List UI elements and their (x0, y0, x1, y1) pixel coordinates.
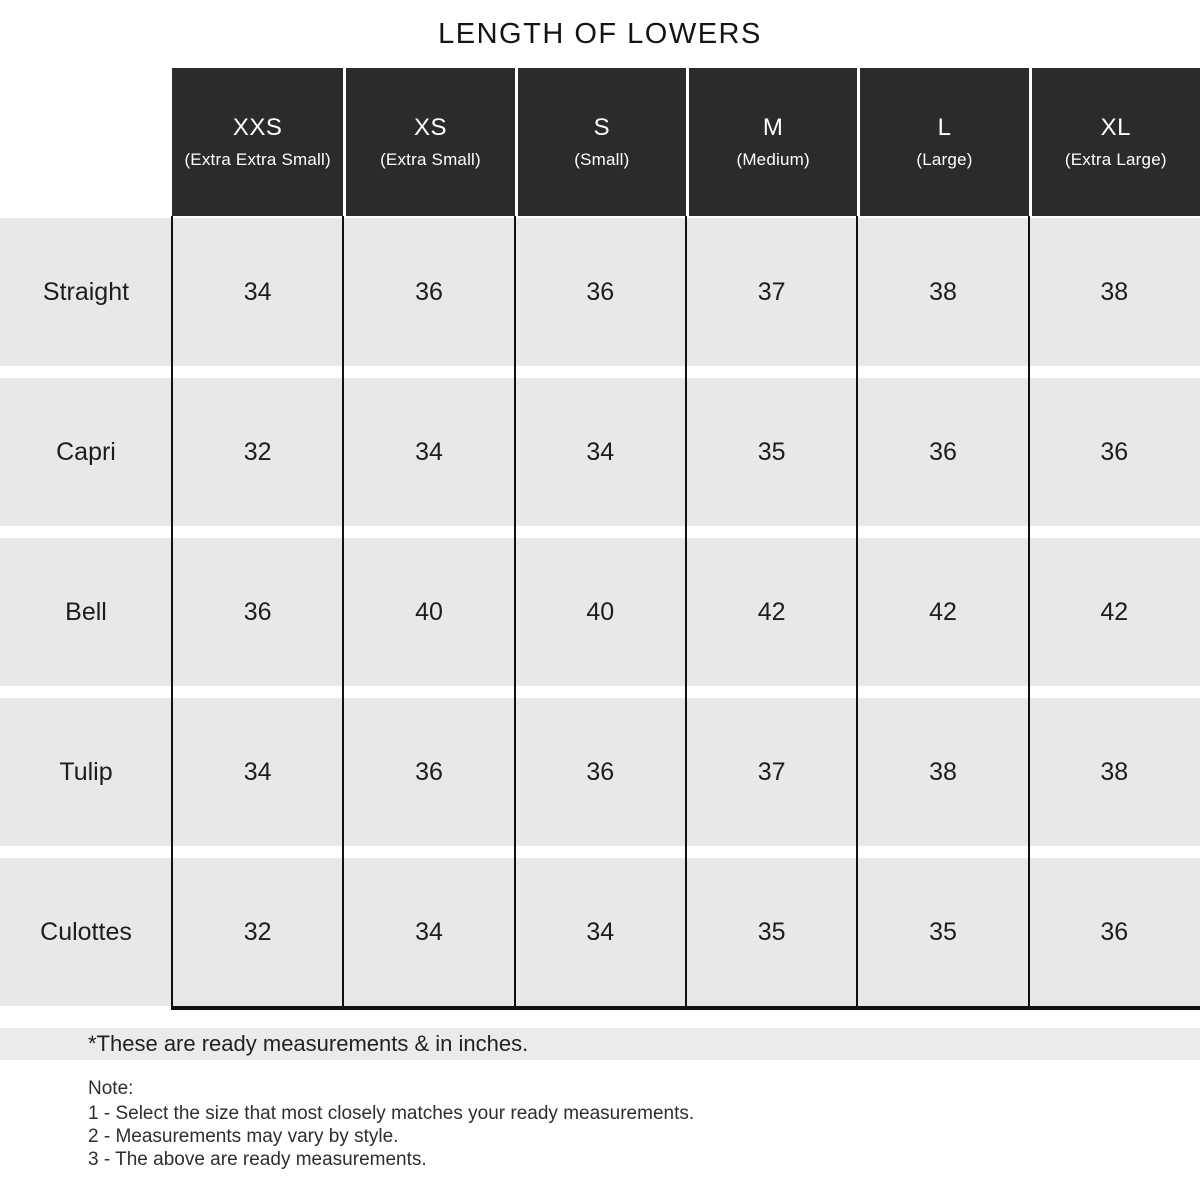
note-item-3: 3 - The above are ready measurements. (88, 1149, 427, 1170)
size-value-cell: 36 (1028, 858, 1200, 1006)
column-header-xl: XL (Extra Large) (1028, 68, 1200, 216)
size-value-cell: 36 (857, 378, 1029, 526)
header-size-label: S (593, 114, 611, 141)
size-value-cell: 42 (685, 538, 858, 686)
size-value-cell: 34 (172, 698, 344, 846)
table-row-bell: Bell 36 40 40 42 42 42 (0, 538, 1200, 686)
size-value-cell: 36 (343, 698, 515, 846)
note-heading: Note: (88, 1078, 134, 1099)
table-bottom-border (172, 1006, 1200, 1010)
size-value-cell: 36 (172, 538, 344, 686)
size-value-cell: 38 (857, 218, 1029, 366)
column-header-xxs: XXS (Extra Extra Small) (172, 68, 344, 216)
footnote-text: *These are ready measurements & in inche… (88, 1031, 529, 1056)
row-label: Straight (0, 218, 172, 366)
size-value-cell: 34 (172, 218, 344, 366)
column-header-l: L (Large) (857, 68, 1029, 216)
header-size-fullname: (Extra Large) (1064, 150, 1167, 169)
size-value-cell: 36 (343, 218, 515, 366)
column-header-s: S (Small) (514, 68, 686, 216)
table-column-divider (171, 216, 173, 1010)
row-label: Bell (0, 538, 172, 686)
size-value-cell: 36 (514, 698, 686, 846)
header-size-label: L (937, 114, 952, 141)
table-row-straight: Straight 34 36 36 37 38 38 (0, 218, 1200, 366)
size-value-cell: 34 (343, 378, 515, 526)
header-corner-spacer (0, 68, 172, 216)
size-chart-table: XXS (Extra Extra Small) XS (Extra Small)… (0, 68, 1200, 1010)
table-row-tulip: Tulip 34 36 36 37 38 38 (0, 698, 1200, 846)
size-value-cell: 36 (514, 218, 686, 366)
size-value-cell: 32 (172, 858, 344, 1006)
size-value-cell: 42 (1028, 538, 1200, 686)
row-label: Tulip (0, 698, 172, 846)
size-value-cell: 38 (857, 698, 1029, 846)
header-size-fullname: (Large) (916, 150, 973, 169)
table-column-divider (685, 216, 687, 1010)
size-value-cell: 34 (343, 858, 515, 1006)
header-size-label: XXS (232, 114, 283, 141)
size-value-cell: 40 (343, 538, 515, 686)
header-size-fullname: (Extra Small) (380, 150, 481, 169)
size-value-cell: 35 (857, 858, 1029, 1006)
size-value-cell: 38 (1028, 218, 1200, 366)
header-size-label: XS (413, 114, 447, 141)
notes-section: Note: 1 - Select the size that most clos… (88, 1077, 1200, 1171)
table-row-culottes: Culottes 32 34 34 35 35 36 (0, 858, 1200, 1006)
size-value-cell: 40 (514, 538, 686, 686)
table-body: Straight 34 36 36 37 38 38 Capri 32 34 3… (0, 216, 1200, 1010)
header-size-fullname: (Small) (574, 150, 630, 169)
row-label: Capri (0, 378, 172, 526)
column-header-xs: XS (Extra Small) (343, 68, 515, 216)
page-title: LENGTH OF LOWERS (438, 18, 762, 50)
size-value-cell: 36 (1028, 378, 1200, 526)
size-value-cell: 37 (685, 218, 858, 366)
header-size-label: XL (1100, 114, 1131, 141)
table-column-divider (856, 216, 858, 1010)
table-column-divider (342, 216, 344, 1010)
size-value-cell: 38 (1028, 698, 1200, 846)
header-size-fullname: (Medium) (736, 150, 810, 169)
size-value-cell: 35 (685, 858, 858, 1006)
size-value-cell: 42 (857, 538, 1029, 686)
size-value-cell: 32 (172, 378, 344, 526)
table-header-row: XXS (Extra Extra Small) XS (Extra Small)… (0, 68, 1200, 216)
size-value-cell: 34 (514, 378, 686, 526)
size-value-cell: 35 (685, 378, 858, 526)
note-item-1: 1 - Select the size that most closely ma… (88, 1103, 695, 1124)
table-column-divider (514, 216, 516, 1010)
table-column-divider (1028, 216, 1030, 1010)
column-header-m: M (Medium) (685, 68, 858, 216)
note-item-2: 2 - Measurements may vary by style. (88, 1126, 399, 1147)
size-value-cell: 34 (514, 858, 686, 1006)
size-value-cell: 37 (685, 698, 858, 846)
footnote-bar: *These are ready measurements & in inche… (0, 1028, 1200, 1060)
header-size-label: M (762, 114, 784, 141)
row-label: Culottes (0, 858, 172, 1006)
table-row-capri: Capri 32 34 34 35 36 36 (0, 378, 1200, 526)
header-size-fullname: (Extra Extra Small) (184, 150, 331, 169)
